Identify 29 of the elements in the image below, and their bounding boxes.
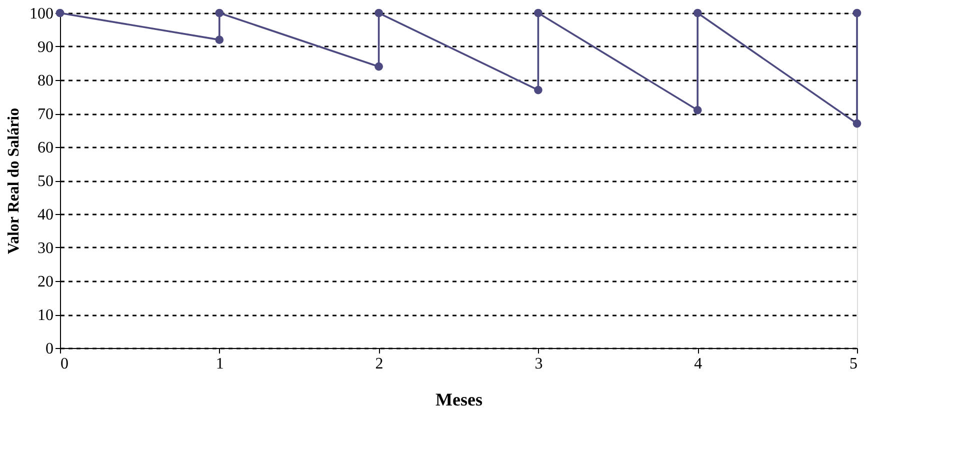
y-tick-label: 0 <box>46 340 54 358</box>
x-tick-label: 4 <box>694 356 702 372</box>
y-tick-label: 70 <box>38 106 54 123</box>
y-tick-label: 80 <box>38 72 54 90</box>
y-axis-title: Valor Real do Salário <box>6 108 22 254</box>
x-tick-label: 2 <box>375 356 384 372</box>
y-tick-label: 30 <box>38 240 54 257</box>
point <box>215 8 224 18</box>
y-tick-label: 90 <box>38 39 54 56</box>
point <box>374 62 383 71</box>
x-tick-label: 5 <box>850 356 858 372</box>
point <box>852 119 862 128</box>
y-tick-label: 100 <box>30 6 54 22</box>
point <box>374 8 383 18</box>
y-tick-label: 20 <box>38 274 54 290</box>
y-tick-label: 40 <box>38 206 54 224</box>
x-tick-label: 3 <box>534 356 543 372</box>
point <box>852 8 862 18</box>
point <box>534 8 542 18</box>
y-tick-label: 50 <box>38 173 54 190</box>
x-tick-label: 0 <box>60 356 68 372</box>
point <box>693 8 702 18</box>
y-tick-label: 10 <box>38 307 54 324</box>
point <box>693 106 702 114</box>
y-tick-label: 60 <box>38 140 54 156</box>
point <box>534 86 542 94</box>
x-axis-title: Meses <box>436 390 482 410</box>
x-tick-label: 1 <box>216 356 224 372</box>
point <box>215 36 224 44</box>
